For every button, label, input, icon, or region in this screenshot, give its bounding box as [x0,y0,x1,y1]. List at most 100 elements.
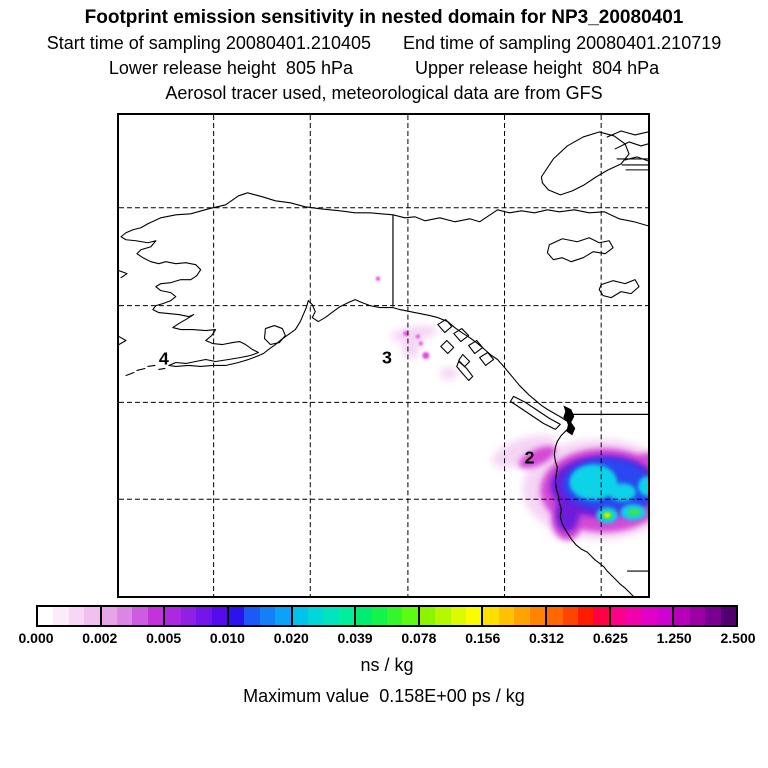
colorbar-segment-9 [608,607,673,625]
colorbar-cell [356,607,372,625]
colorbar-cell [38,607,54,625]
left-edge-coast-bits [119,270,128,346]
colorbar-cell [593,607,609,625]
colorbar-cell [720,607,737,625]
colorbar-tick-label: 0.000 [18,630,54,646]
colorbar-tick-label: 1.250 [656,630,692,646]
colorbar-tick-label: 2.500 [720,630,756,646]
colorbar-cell [450,607,467,625]
colorbar [36,605,738,627]
plume-trace-dots [375,276,430,359]
colorbar-cell [641,607,657,625]
north-coast [147,192,648,227]
great-bear-lake [546,237,614,263]
lower-release-text: Lower release height 805 hPa [108,58,353,78]
emission-plume [375,276,648,541]
release-heights-line: Lower release height 805 hPa Upper relea… [0,58,768,79]
colorbar-segment-4 [290,607,355,625]
vancouver-island [509,395,561,430]
banks-island [540,131,630,196]
alaska-west-south-coast [120,223,634,596]
colorbar-tick-label: 0.002 [82,630,118,646]
haida-gwaii [456,360,474,381]
sampling-times-line: Start time of sampling 20080401.210405 E… [0,33,768,54]
colorbar-tick-label: 0.039 [337,630,373,646]
colorbar-segment-0 [38,607,100,625]
colorbar-cell [338,607,355,625]
plume-yellow-peak [604,512,611,518]
colorbar-cell [323,607,339,625]
colorbar-cell [562,607,578,625]
colorbar-cell [292,607,308,625]
colorbar-cell [165,607,181,625]
colorbar-cell [275,607,291,625]
colorbar-cell [147,607,164,625]
colorbar-cell [307,607,324,625]
colorbar-unit-label: ns / kg [360,655,414,675]
colorbar-cell [196,607,212,625]
colorbar-tick-label: 0.078 [401,630,437,646]
colorbar-tick-label: 0.020 [273,630,309,646]
graticule-gridlines [119,115,648,596]
colorbar-cell [656,607,673,625]
colorbar-cell [626,607,642,625]
colorbar-tick-label: 0.010 [209,630,245,646]
colorbar-cell [228,607,245,625]
upper-release-text: Upper release height 804 hPa [415,58,660,78]
colorbar-cell [689,607,706,625]
colorbar-cell [68,607,85,625]
colorbar-cell [53,607,69,625]
colorbar-cell [435,607,451,625]
political-borders [392,214,648,572]
victoria-island-partial [606,130,648,171]
puget-sound-detail [563,405,576,436]
colorbar-segment-1 [99,607,164,625]
colorbar-cell [211,607,227,625]
colorbar-segment-7 [481,607,546,625]
colorbar-segment-6 [417,607,482,625]
colorbar-cell [529,607,546,625]
end-time-text: End time of sampling 20080401.210719 [403,33,722,53]
colorbar-cell [402,607,418,625]
tracer-met-data-line: Aerosol tracer used, meteorological data… [165,83,603,103]
colorbar-tick-label: 0.625 [592,630,628,646]
colorbar-tick-label: 0.005 [146,630,182,646]
kodiak-island [263,325,286,346]
colorbar-cell [674,607,690,625]
colorbar-cell [498,607,515,625]
colorbar-cell [483,607,499,625]
colorbar-cell [610,607,627,625]
alexander-archipelago [437,319,495,368]
plume-cyan-cores [569,464,648,524]
receptor-label-3: 3 [382,347,392,367]
colorbar-cell [180,607,197,625]
start-time-text: Start time of sampling 20080401.210405 [46,33,371,53]
colorbar-cell [466,607,482,625]
map-plot: 4 3 2 [117,113,650,598]
receptor-label-4: 4 [159,348,169,368]
colorbar-cell [101,607,118,625]
receptor-labels: 4 3 2 [159,347,535,467]
colorbar-cell [244,607,260,625]
colorbar-segment-2 [163,607,227,625]
colorbar-cell [387,607,403,625]
colorbar-cell [514,607,530,625]
colorbar-cell [259,607,276,625]
maximum-value-label: Maximum value 0.158E+00 ps / kg [243,686,525,706]
coastline [119,130,648,596]
great-slave-lake [598,279,640,299]
colorbar-cell [419,607,436,625]
colorbar-cell [371,607,388,625]
colorbar-segment-10 [672,607,737,625]
aleutian-islands [125,364,166,377]
colorbar-tick-label: 0.156 [465,630,501,646]
colorbar-segment-8 [545,607,609,625]
colorbar-cell [132,607,148,625]
colorbar-cell [547,607,563,625]
colorbar-cell [84,607,100,625]
colorbar-cell [577,607,594,625]
colorbar-segment-3 [226,607,291,625]
receptor-label-2: 2 [524,447,534,467]
colorbar-segment-5 [354,607,418,625]
colorbar-cell [705,607,721,625]
